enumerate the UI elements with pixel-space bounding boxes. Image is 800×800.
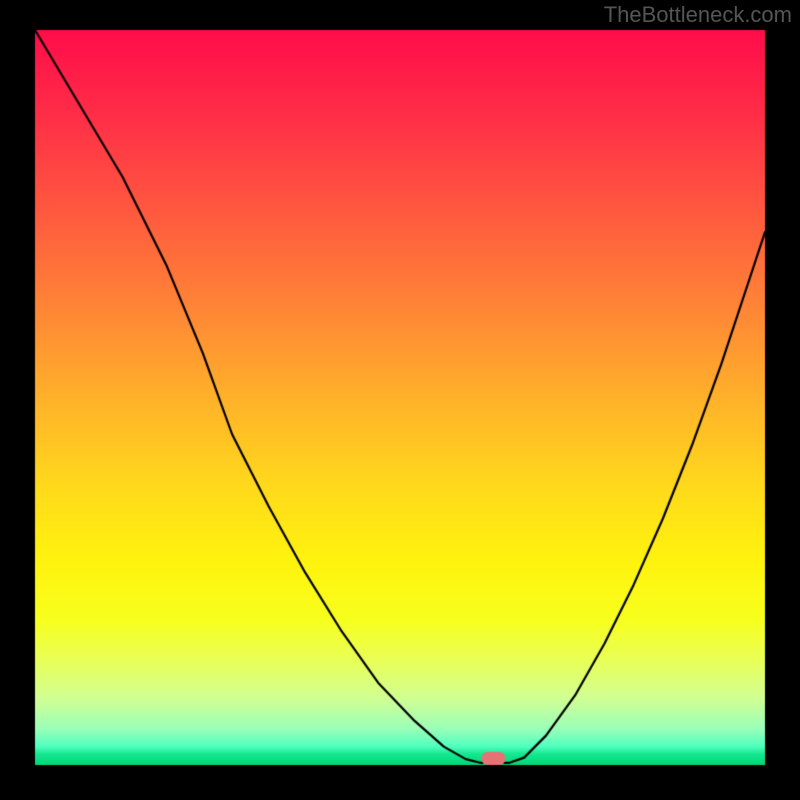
chart-container: { "watermark": { "text": "TheBottleneck.… bbox=[0, 0, 800, 800]
bottleneck-chart bbox=[0, 0, 800, 800]
watermark-text: TheBottleneck.com bbox=[604, 2, 792, 28]
